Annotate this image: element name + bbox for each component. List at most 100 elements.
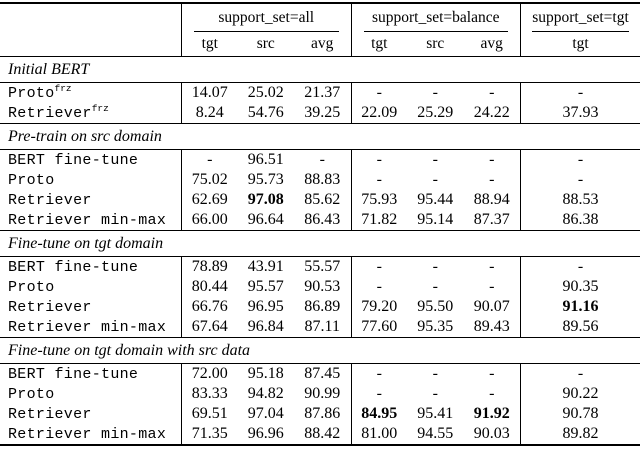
value-cell: 90.78 xyxy=(520,404,640,424)
table-row: Retriever 62.69 97.08 85.62 75.93 95.44 88.94 8… xyxy=(0,190,640,210)
row-label: BERT fine-tune xyxy=(8,151,139,169)
value-cell: - xyxy=(520,257,640,277)
table-row: BERT fine-tune -96.51- - - - - xyxy=(0,150,640,170)
row-label: Proto xyxy=(8,385,55,403)
value-cell: 96.64 xyxy=(247,211,284,228)
value-cell: 88.42 xyxy=(304,425,341,442)
section-heading: Initial BERT xyxy=(0,56,640,83)
value-cell: 81.00 xyxy=(350,424,408,444)
column-group-header-row: support_set=all support_set=balance supp… xyxy=(0,4,640,32)
value-cell: - xyxy=(520,170,640,190)
row-label: Protofrz xyxy=(8,83,72,102)
column-header-cell: avg xyxy=(311,35,334,52)
value-cell: - xyxy=(432,385,438,402)
row-label: BERT fine-tune xyxy=(8,258,139,276)
value-cell: - xyxy=(489,278,495,295)
row-label-superscript: frz xyxy=(91,103,109,114)
value-cell: - xyxy=(350,150,408,170)
value-cell: 80.44 xyxy=(181,277,238,297)
value-cell: 72.00 xyxy=(181,364,238,384)
value-cell: 95.57 xyxy=(247,278,284,295)
row-label-cell: Retriever min-max xyxy=(0,424,181,444)
table-row: Retrieverfrz 8.24 54.76 39.25 22.09 25.29 24.2… xyxy=(0,103,640,123)
column-group-tgt: support_set=tgt xyxy=(520,4,640,32)
value-cell: 94.55 xyxy=(417,425,454,442)
table-row: Protofrz 14.07 25.02 21.37- - - - xyxy=(0,83,640,103)
value-cell: 78.89 xyxy=(181,257,238,277)
value-cell: 37.93 xyxy=(520,103,640,123)
table-row: Retriever min-max 71.35 96.96 88.42 81.00 94.… xyxy=(0,424,640,444)
table-row: Retriever 66.76 96.95 86.89 79.20 95.50 90.07 9… xyxy=(0,297,640,317)
value-cell: 89.43 xyxy=(473,318,510,335)
table-row: Proto 80.44 95.57 90.53- - -90.35 xyxy=(0,277,640,297)
column-header-cell: tgt xyxy=(350,32,408,56)
row-label-cell: Proto xyxy=(0,384,181,404)
value-cell: 87.45 xyxy=(304,365,341,382)
value-cell: 96.96 xyxy=(247,425,284,442)
row-label-cell: Proto xyxy=(0,170,181,190)
value-cell: - xyxy=(350,384,408,404)
section-heading: Pre-train on src domain xyxy=(0,123,640,150)
column-header-row: tgt src avg tgt src avg tgt xyxy=(0,32,640,56)
value-cell: 79.20 xyxy=(350,297,408,317)
value-cell: - xyxy=(520,83,640,103)
value-cell: - xyxy=(350,364,408,384)
value-cell: 86.89 xyxy=(304,298,341,315)
value-cell: 71.35 xyxy=(181,424,238,444)
value-cell: 83.33 xyxy=(181,384,238,404)
row-label-cell: Retriever min-max xyxy=(0,210,181,230)
value-cell: 43.91 xyxy=(247,258,284,275)
value-cell: - xyxy=(489,365,495,382)
results-table: support_set=all support_set=balance supp… xyxy=(0,2,640,446)
column-group-all: support_set=all xyxy=(181,4,351,32)
value-cell: 96.84 xyxy=(247,318,284,335)
row-label-cell: Retriever min-max xyxy=(0,317,181,337)
row-label-cell: Retriever xyxy=(0,404,181,424)
value-cell: 95.50 xyxy=(417,298,454,315)
row-label: Retriever min-max xyxy=(8,211,167,229)
column-header-cell: src xyxy=(256,35,275,52)
value-cell: 14.07 xyxy=(181,83,238,103)
column-header-cell: tgt xyxy=(181,32,238,56)
value-cell: 22.09 xyxy=(350,103,408,123)
value-cell: - xyxy=(489,84,495,101)
table-row: Retriever 69.51 97.04 87.86 84.95 95.41 91.92 9… xyxy=(0,404,640,424)
value-cell: 84.95 xyxy=(350,404,408,424)
value-cell: 90.07 xyxy=(473,298,510,315)
row-label-superscript: frz xyxy=(54,83,72,94)
row-label: Proto xyxy=(8,171,55,189)
row-label: Proto xyxy=(8,278,55,296)
row-label: BERT fine-tune xyxy=(8,365,139,383)
value-cell: 95.14 xyxy=(417,211,454,228)
value-cell: 90.35 xyxy=(520,277,640,297)
value-cell: 86.43 xyxy=(304,211,341,228)
value-cell: 55.57 xyxy=(304,258,341,275)
row-label: Retriever min-max xyxy=(8,425,167,443)
value-cell: - xyxy=(489,171,495,188)
row-label: Retrieverfrz xyxy=(8,103,109,122)
value-cell: 91.16 xyxy=(520,297,640,317)
value-cell: 90.22 xyxy=(520,384,640,404)
value-cell: 71.82 xyxy=(350,210,408,230)
value-cell: 88.94 xyxy=(473,191,510,208)
header-spacer xyxy=(0,4,181,32)
column-group-tgt-underline: support_set=tgt xyxy=(532,4,629,32)
value-cell: 62.69 xyxy=(181,190,238,210)
section-heading: Fine-tune on tgt domain xyxy=(0,230,640,257)
row-label-cell: Retrieverfrz xyxy=(0,103,181,123)
value-cell: 25.02 xyxy=(247,84,284,101)
row-label: Retriever xyxy=(8,191,92,209)
column-group-all-underline: support_set=all xyxy=(194,4,339,32)
value-cell: 89.82 xyxy=(520,424,640,444)
column-group-balance: support_set=balance xyxy=(350,4,521,32)
value-cell: 97.04 xyxy=(247,405,284,422)
value-cell: 97.08 xyxy=(247,191,284,208)
column-header-cell: tgt xyxy=(520,32,640,56)
value-cell: - xyxy=(489,151,495,168)
column-group-balance-underline: support_set=balance xyxy=(363,4,508,32)
value-cell: 90.53 xyxy=(304,278,341,295)
value-cell: 75.02 xyxy=(181,170,238,190)
section-heading: Fine-tune on tgt domain with src data xyxy=(0,337,640,364)
value-cell: - xyxy=(489,385,495,402)
